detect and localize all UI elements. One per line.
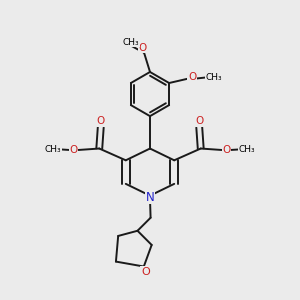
Text: CH₃: CH₃ bbox=[45, 145, 61, 154]
Text: O: O bbox=[97, 116, 105, 126]
Text: O: O bbox=[70, 145, 78, 155]
Text: O: O bbox=[139, 43, 147, 52]
Text: CH₃: CH₃ bbox=[238, 145, 255, 154]
Text: O: O bbox=[195, 116, 203, 126]
Text: CH₃: CH₃ bbox=[206, 73, 223, 82]
Text: O: O bbox=[188, 72, 196, 82]
Text: CH₃: CH₃ bbox=[122, 38, 139, 47]
Text: O: O bbox=[141, 267, 150, 277]
Text: O: O bbox=[222, 145, 230, 155]
Text: N: N bbox=[146, 190, 154, 204]
